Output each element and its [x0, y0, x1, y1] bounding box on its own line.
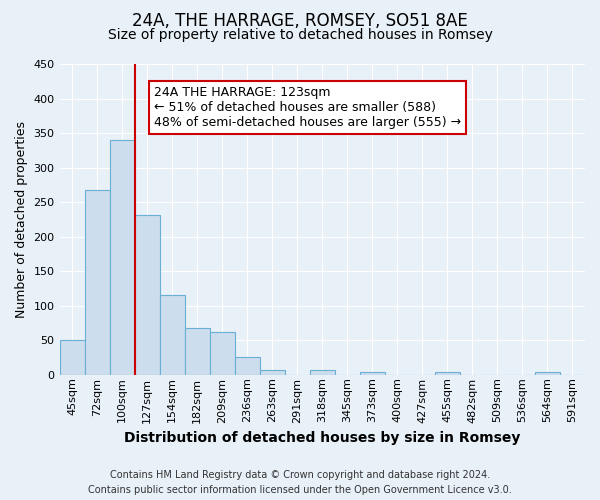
Bar — [185, 328, 209, 375]
Bar — [260, 370, 285, 375]
Text: 24A, THE HARRAGE, ROMSEY, SO51 8AE: 24A, THE HARRAGE, ROMSEY, SO51 8AE — [132, 12, 468, 30]
Text: 24A THE HARRAGE: 123sqm
← 51% of detached houses are smaller (588)
48% of semi-d: 24A THE HARRAGE: 123sqm ← 51% of detache… — [154, 86, 461, 129]
Bar — [209, 332, 235, 375]
Bar — [85, 190, 110, 375]
Text: Size of property relative to detached houses in Romsey: Size of property relative to detached ho… — [107, 28, 493, 42]
Bar — [360, 372, 385, 375]
Text: Contains HM Land Registry data © Crown copyright and database right 2024.
Contai: Contains HM Land Registry data © Crown c… — [88, 470, 512, 495]
Bar — [310, 370, 335, 375]
Bar — [235, 358, 260, 375]
Bar — [160, 296, 185, 375]
Bar — [435, 372, 460, 375]
Bar — [535, 372, 560, 375]
Bar — [110, 140, 134, 375]
X-axis label: Distribution of detached houses by size in Romsey: Distribution of detached houses by size … — [124, 431, 520, 445]
Bar — [59, 340, 85, 375]
Y-axis label: Number of detached properties: Number of detached properties — [15, 121, 28, 318]
Bar — [134, 214, 160, 375]
